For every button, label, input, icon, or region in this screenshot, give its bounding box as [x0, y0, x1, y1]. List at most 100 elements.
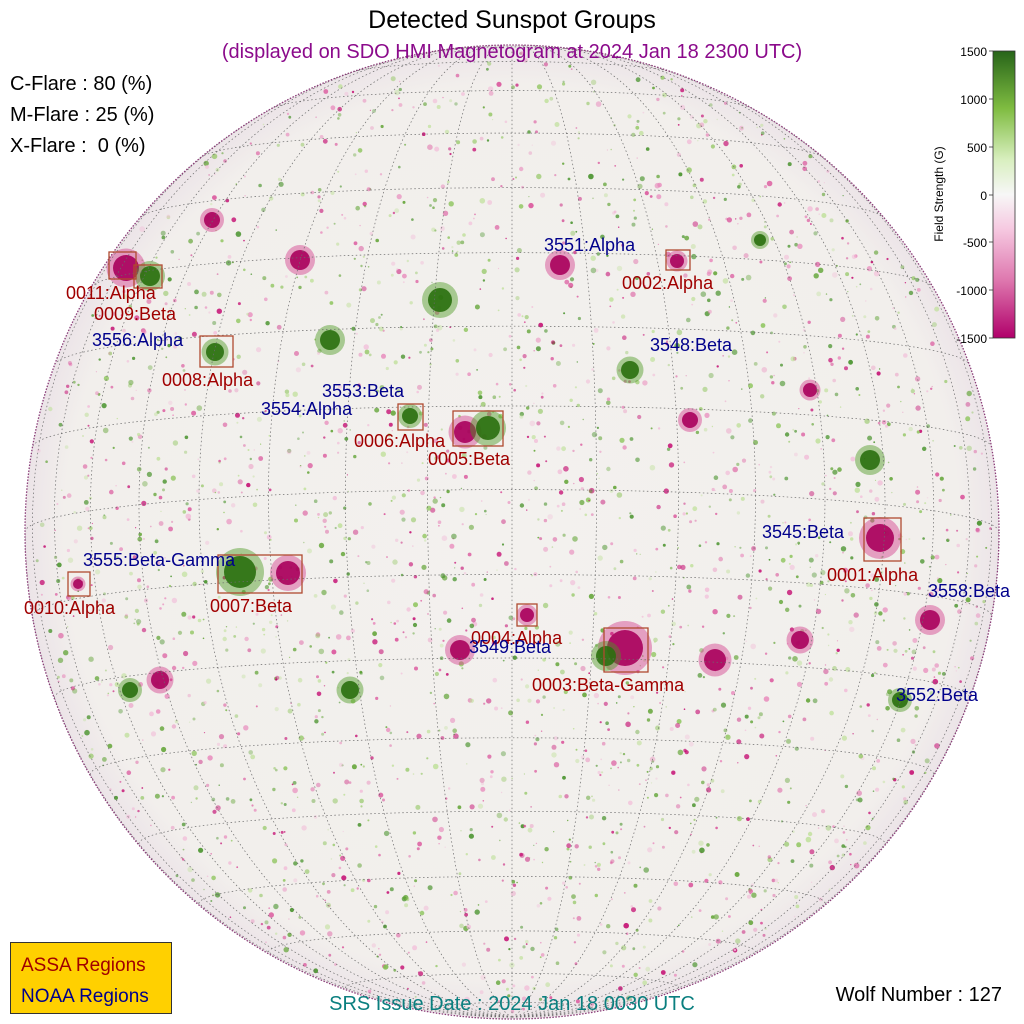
field-patch: [134, 816, 137, 818]
field-patch: [679, 796, 682, 799]
field-patch: [313, 815, 318, 819]
field-patch: [829, 710, 834, 716]
field-patch: [706, 271, 712, 276]
grid-line: [427, 45, 513, 1018]
field-patch: [971, 411, 974, 414]
field-patch: [414, 666, 418, 671]
field-patch: [337, 523, 343, 529]
field-patch: [790, 859, 795, 863]
field-patch: [438, 843, 440, 845]
field-patch: [960, 494, 965, 500]
field-patch: [633, 706, 635, 708]
field-patch: [620, 314, 626, 319]
field-patch: [750, 643, 756, 650]
field-patch: [599, 923, 603, 926]
field-patch: [429, 691, 433, 695]
field-patch: [420, 261, 424, 265]
field-patch: [338, 701, 341, 704]
field-patch: [124, 614, 129, 619]
field-patch: [847, 291, 849, 293]
field-patch: [134, 315, 140, 321]
field-patch: [508, 334, 512, 338]
field-patch: [808, 154, 813, 159]
field-patch: [850, 521, 852, 524]
field-patch: [501, 543, 505, 546]
grid-line: [32, 574, 992, 617]
field-patch: [465, 742, 471, 748]
field-patch: [561, 740, 565, 744]
field-patch: [864, 418, 870, 424]
field-patch: [976, 555, 979, 558]
sunspot: [476, 416, 500, 440]
field-patch: [769, 475, 773, 479]
field-patch: [316, 675, 319, 679]
field-patch: [187, 507, 192, 512]
field-patch: [477, 390, 483, 396]
field-patch: [340, 551, 346, 557]
field-patch: [137, 578, 141, 583]
field-patch: [169, 307, 171, 309]
field-patch: [248, 463, 254, 470]
field-patch: [683, 708, 686, 710]
field-patch: [310, 278, 314, 283]
field-patch: [636, 123, 638, 126]
field-patch: [527, 698, 532, 703]
field-patch: [576, 916, 582, 921]
field-patch: [553, 707, 556, 709]
field-patch: [598, 477, 600, 479]
field-patch: [378, 792, 384, 798]
field-patch: [558, 490, 564, 495]
field-patch: [691, 296, 696, 302]
field-patch: [236, 421, 239, 424]
field-patch: [249, 142, 252, 145]
field-patch: [516, 698, 520, 703]
field-patch: [280, 802, 283, 805]
sunspot: [892, 692, 908, 708]
field-patch: [540, 192, 546, 198]
field-patch: [468, 221, 473, 226]
field-patch: [273, 903, 279, 910]
field-patch: [809, 849, 815, 855]
field-patch: [128, 304, 133, 309]
field-patch: [360, 526, 364, 530]
field-patch: [771, 381, 775, 385]
field-patch: [810, 408, 814, 412]
field-patch: [167, 343, 171, 348]
field-patch: [483, 578, 487, 581]
field-patch: [366, 780, 371, 785]
field-patch: [681, 235, 685, 239]
field-patch: [403, 433, 406, 435]
field-patch: [885, 706, 890, 711]
field-patch: [841, 599, 844, 602]
field-patch: [315, 116, 317, 118]
field-patch: [237, 302, 241, 306]
field-patch: [910, 656, 915, 660]
field-patch: [527, 827, 533, 833]
field-patch: [558, 794, 563, 799]
field-patch: [577, 196, 582, 201]
field-patch: [606, 466, 611, 472]
field-patch: [896, 738, 901, 742]
field-patch: [88, 656, 94, 662]
field-patch: [932, 678, 939, 685]
field-patch: [300, 142, 305, 147]
field-patch: [615, 941, 619, 946]
field-patch: [785, 671, 789, 675]
field-patch: [610, 767, 612, 770]
field-patch: [739, 216, 743, 220]
field-patch: [726, 613, 731, 619]
field-patch: [686, 584, 692, 590]
field-patch: [178, 258, 180, 261]
field-patch: [67, 557, 74, 563]
field-patch: [164, 597, 167, 600]
field-patch: [409, 531, 412, 534]
field-patch: [746, 212, 752, 218]
field-patch: [531, 975, 534, 979]
field-patch: [965, 416, 971, 422]
field-patch: [597, 867, 601, 871]
field-patch: [632, 576, 637, 581]
field-patch: [575, 127, 578, 129]
field-patch: [217, 491, 221, 494]
field-patch: [562, 533, 566, 537]
grid-line: [25, 531, 513, 1018]
